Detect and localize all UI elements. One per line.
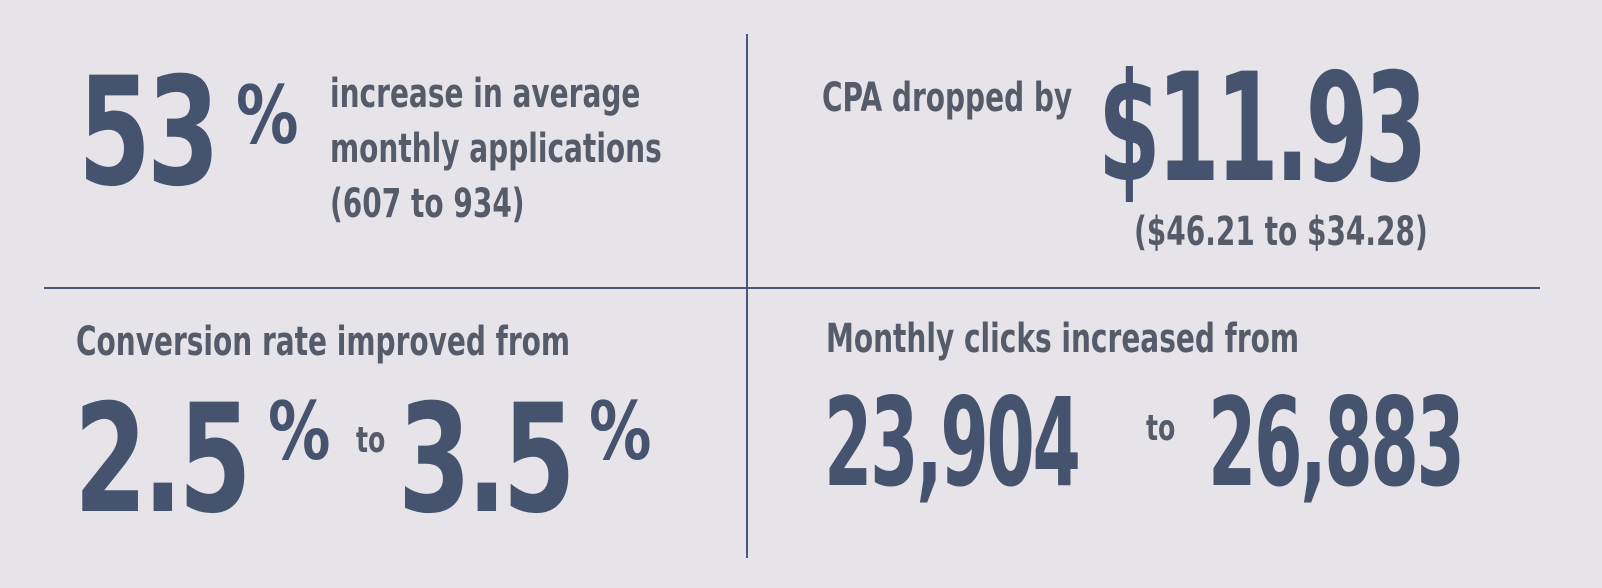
applications-description-line-2: monthly applications [330,126,662,172]
conversion-label: Conversion rate improved from [76,319,571,365]
conversion-to-value: 3.5 [398,373,576,547]
cpa-drop-value: $11.93 [1098,42,1427,216]
cpa-prefix-label: CPA dropped by [822,75,1073,121]
applications-description-line-3: (607 to 934) [330,181,525,227]
clicks-label: Monthly clicks increased from [826,316,1300,362]
vertical-divider [746,34,748,558]
horizontal-divider [44,287,1540,289]
applications-description-line-1: increase in average [330,71,641,117]
cpa-range: ($46.21 to $34.28) [1134,209,1428,255]
conversion-to-word: to [356,420,386,461]
clicks-from-value: 23,904 [824,372,1081,514]
applications-increase-value: 53 [78,46,220,220]
conversion-to-percent-sign: % [589,385,652,478]
applications-percent-sign: % [236,69,299,162]
conversion-from-percent-sign: % [268,385,331,478]
clicks-to-word: to [1146,408,1176,449]
conversion-from-value: 2.5 [74,373,252,547]
clicks-to-value: 26,883 [1208,372,1465,514]
